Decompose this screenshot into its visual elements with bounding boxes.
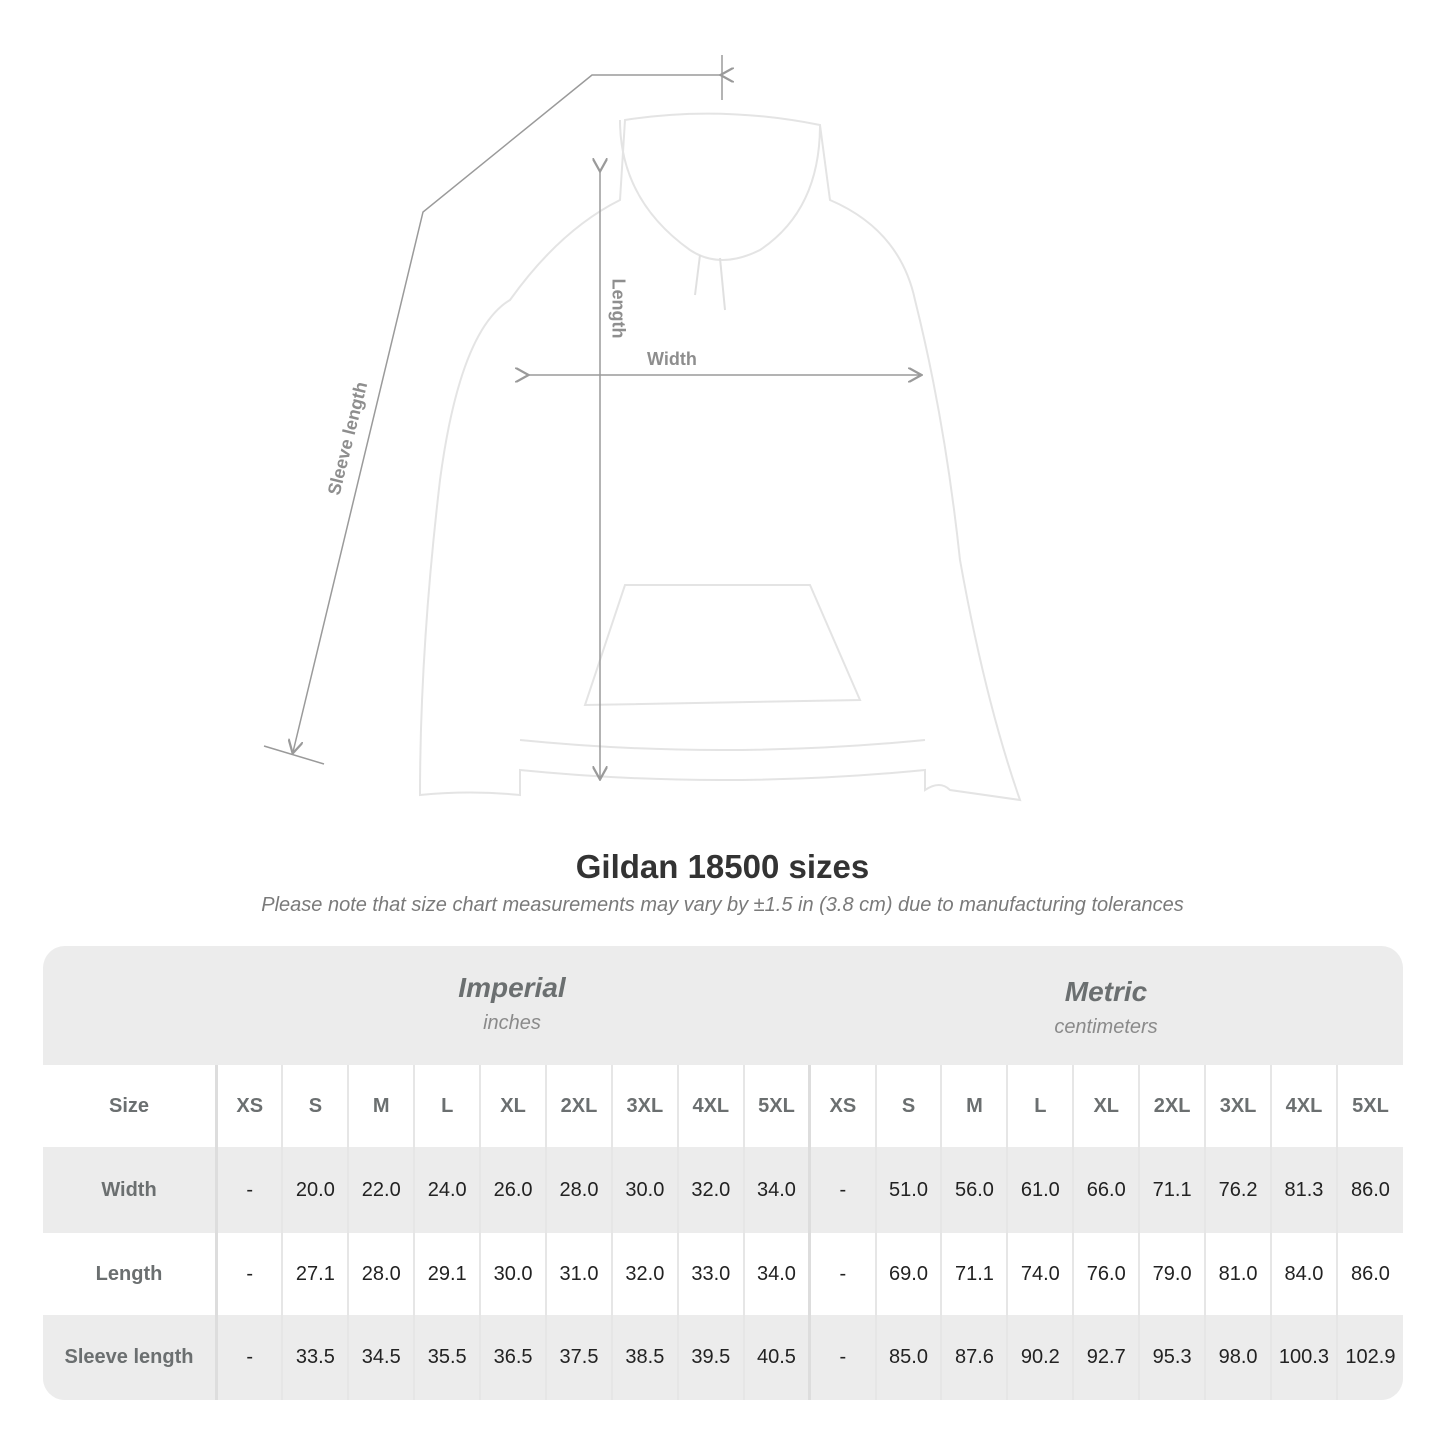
table-cell: 30.0	[610, 1147, 678, 1233]
size-header: M	[347, 1065, 415, 1147]
table-cell: 28.0	[347, 1233, 415, 1315]
table-cell: 40.5	[742, 1315, 810, 1400]
table-cell: 51.0	[874, 1147, 942, 1233]
table-cell: -	[808, 1233, 876, 1315]
table-cell: 71.1	[940, 1233, 1008, 1315]
table-cell: 29.1	[413, 1233, 481, 1315]
table-cell: 76.0	[1072, 1233, 1140, 1315]
table-cell: 61.0	[1006, 1147, 1074, 1233]
table-cell: -	[215, 1147, 283, 1233]
size-header: 5XL	[1335, 1065, 1403, 1147]
table-cell: 39.5	[676, 1315, 744, 1400]
width-label: Width	[647, 349, 697, 369]
table-row: Width -20.0 22.0 24.0 26.0 28.0 30.0 32.0 34.0-5…	[43, 1147, 1403, 1233]
size-header: S	[281, 1065, 349, 1147]
row-label: Length	[43, 1233, 218, 1315]
metric-unit: centimeters	[1054, 1016, 1158, 1038]
table-cell: 34.5	[347, 1315, 415, 1400]
page-title: Gildan 18500 sizes	[575, 848, 870, 885]
tolerance-note: Please note that size chart measurements…	[261, 894, 1184, 916]
size-header: 5XL	[742, 1065, 810, 1147]
size-header: 3XL	[610, 1065, 678, 1147]
table-cell: 69.0	[874, 1233, 942, 1315]
table-cell: 100.3	[1270, 1315, 1337, 1400]
size-header: 2XL	[1138, 1065, 1206, 1147]
table-cell: 84.0	[1270, 1233, 1337, 1315]
table-cell: -	[215, 1233, 283, 1315]
table-cell: 32.0	[610, 1233, 678, 1315]
table-cell: 37.5	[545, 1315, 612, 1400]
size-header: XS	[808, 1065, 876, 1147]
table-cell: 76.2	[1204, 1147, 1271, 1233]
size-header: L	[413, 1065, 481, 1147]
size-grid: Size XS S M L XL 2XL 3XL 4XL 5XL XS S M L XL 2XL 3XL 4XL 5…	[43, 1065, 1403, 1400]
size-header: 4XL	[676, 1065, 744, 1147]
table-cell: 24.0	[413, 1147, 481, 1233]
row-label: Width	[43, 1147, 218, 1233]
size-table: Imperial inches Metric centimeters Size X…	[43, 946, 1403, 1400]
table-cell: 98.0	[1204, 1315, 1271, 1400]
table-cell: 90.2	[1006, 1315, 1074, 1400]
table-cell: -	[808, 1315, 876, 1400]
table-cell: 74.0	[1006, 1233, 1074, 1315]
size-header: 2XL	[545, 1065, 612, 1147]
sleeve-length-line	[293, 75, 722, 752]
table-cell: 33.5	[281, 1315, 349, 1400]
table-cell: 31.0	[545, 1233, 612, 1315]
row-label: Size	[43, 1065, 218, 1147]
table-cell: 34.0	[742, 1233, 810, 1315]
size-header-row: Size XS S M L XL 2XL 3XL 4XL 5XL XS S M L XL 2XL 3XL 4XL 5…	[43, 1065, 1403, 1147]
table-cell: 86.0	[1335, 1233, 1403, 1315]
table-row: Length -27.1 28.0 29.1 30.0 31.0 32.0 33.0 34.0-…	[43, 1233, 1403, 1315]
table-cell: 92.7	[1072, 1315, 1140, 1400]
hoodie-diagram	[263, 55, 1022, 802]
metric-header: Metric centimeters	[809, 946, 1403, 1065]
table-cell: 34.0	[742, 1147, 810, 1233]
table-cell: 33.0	[676, 1233, 744, 1315]
table-cell: 26.0	[479, 1147, 547, 1233]
table-cell: 102.9	[1335, 1315, 1403, 1400]
table-cell: 56.0	[940, 1147, 1008, 1233]
metric-title: Metric	[1064, 976, 1148, 1007]
size-header: 4XL	[1270, 1065, 1337, 1147]
table-cell: 81.0	[1204, 1233, 1271, 1315]
table-cell: -	[808, 1147, 876, 1233]
table-cell: 22.0	[347, 1147, 415, 1233]
table-cell: 28.0	[545, 1147, 612, 1233]
table-cell: 81.3	[1270, 1147, 1337, 1233]
size-header: M	[940, 1065, 1008, 1147]
table-cell: 66.0	[1072, 1147, 1140, 1233]
table-cell: -	[215, 1315, 283, 1400]
imperial-title: Imperial	[458, 972, 566, 1003]
size-header: XL	[1072, 1065, 1140, 1147]
imperial-header: Imperial inches	[215, 946, 809, 1065]
size-header: XL	[479, 1065, 547, 1147]
table-row: Sleeve length -33.5 34.5 35.5 36.5 37.5 38.5 39…	[43, 1315, 1403, 1400]
length-label: Length	[608, 278, 629, 339]
measurement-lines	[263, 55, 920, 778]
table-cell: 71.1	[1138, 1147, 1206, 1233]
imperial-unit: inches	[483, 1012, 541, 1034]
table-cell: 32.0	[676, 1147, 744, 1233]
table-cell: 20.0	[281, 1147, 349, 1233]
table-cell: 85.0	[874, 1315, 942, 1400]
hoodie-image	[418, 112, 1022, 802]
size-header: XS	[215, 1065, 283, 1147]
table-cell: 36.5	[479, 1315, 547, 1400]
size-header: 3XL	[1204, 1065, 1271, 1147]
table-cell: 87.6	[940, 1315, 1008, 1400]
table-cell: 35.5	[413, 1315, 481, 1400]
size-header: L	[1006, 1065, 1074, 1147]
table-cell: 95.3	[1138, 1315, 1206, 1400]
table-cell: 30.0	[479, 1233, 547, 1315]
row-label: Sleeve length	[43, 1315, 218, 1400]
table-cell: 79.0	[1138, 1233, 1206, 1315]
table-cell: 38.5	[610, 1315, 678, 1400]
size-header: S	[874, 1065, 942, 1147]
table-cell: 86.0	[1335, 1147, 1403, 1233]
table-cell: 27.1	[281, 1233, 349, 1315]
